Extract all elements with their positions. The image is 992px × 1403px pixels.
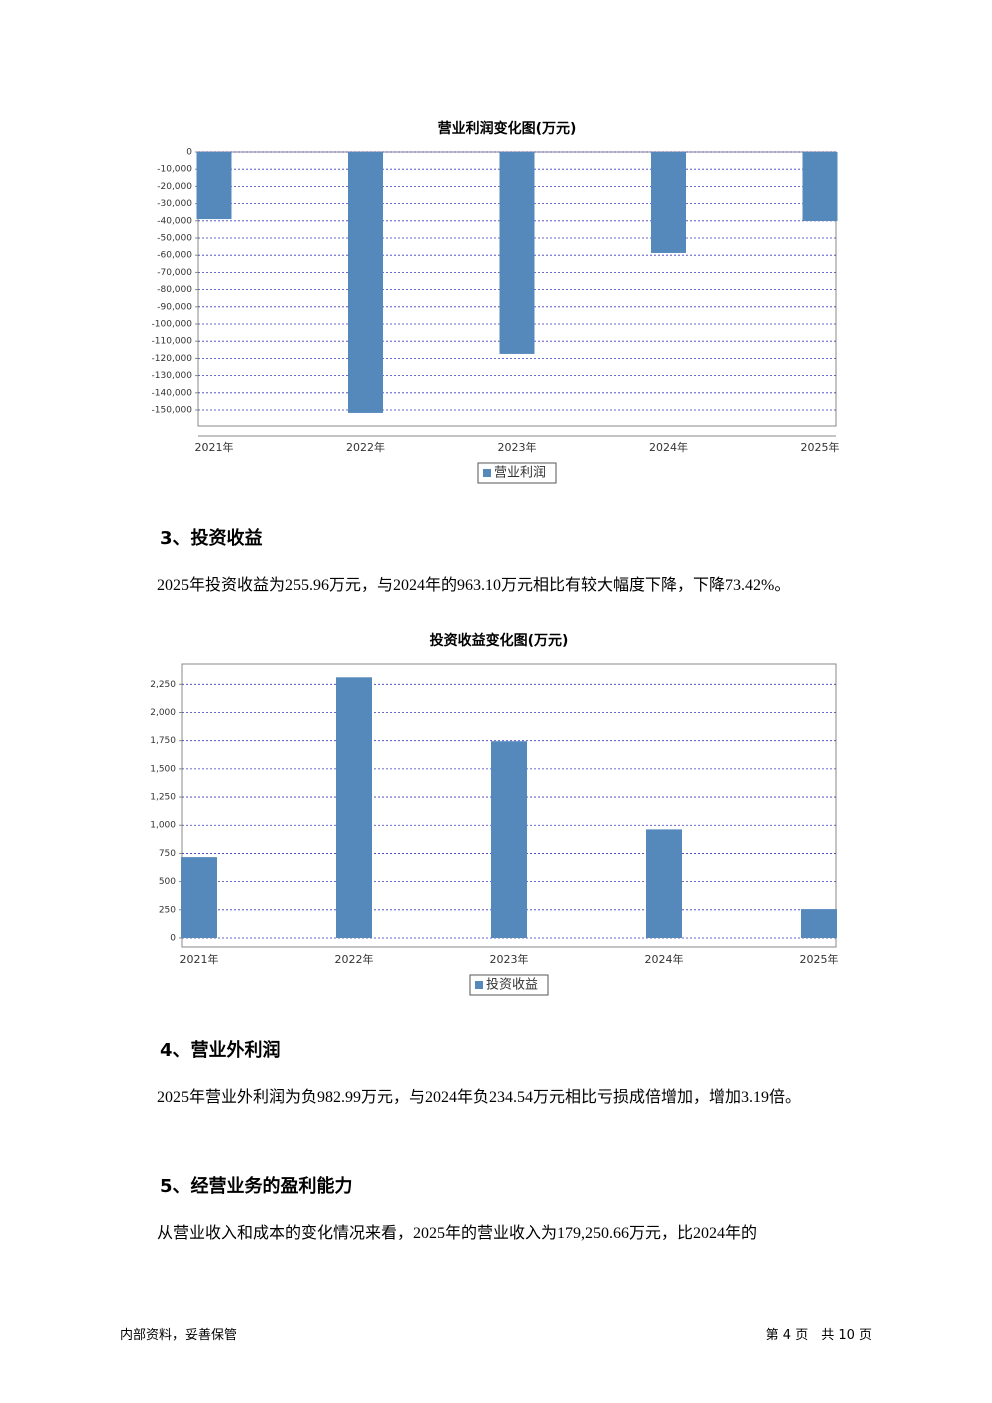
- footer-right: 第 4 页 共 10 页: [765, 1328, 872, 1343]
- x-tick-label: 2021年: [195, 440, 234, 454]
- x-tick-label: 2022年: [335, 952, 374, 966]
- y-tick-label: -120,000: [152, 354, 193, 364]
- y-tick-label: -130,000: [152, 371, 193, 381]
- y-tick-label: 250: [159, 905, 176, 915]
- y-tick-label: -60,000: [157, 251, 192, 261]
- bar: [181, 857, 217, 938]
- y-tick-label: -110,000: [152, 337, 193, 347]
- x-tick-label: 2025年: [801, 440, 840, 454]
- y-tick-label: -140,000: [152, 388, 193, 398]
- y-tick-label: -70,000: [157, 268, 192, 278]
- heading: 5、经营业务的盈利能力: [160, 1176, 353, 1197]
- y-tick-label: 1,250: [150, 793, 176, 803]
- y-tick-label: -40,000: [157, 216, 192, 226]
- paragraph: 2025年营业外利润为负982.99万元，与2024年负234.54万元相比亏损…: [157, 1089, 802, 1106]
- bar: [196, 152, 232, 220]
- charts: 营业利润变化图(万元) 0 -10,000 -20,000 -30,000 -40,000…: [150, 120, 840, 996]
- y-tick-label: -30,000: [157, 199, 192, 209]
- legend-box: [477, 462, 557, 484]
- y-tick-label: -100,000: [152, 320, 193, 330]
- x-tick-label: 2024年: [645, 952, 684, 966]
- bar: [336, 677, 372, 938]
- paragraph: 从营业收入和成本的变化情况来看，2025年的营业收入为179,250.66万元，…: [157, 1225, 758, 1242]
- y-tick-label: 1,000: [150, 821, 176, 831]
- footer-left: 内部资料，妥善保管: [120, 1328, 238, 1343]
- paragraph: 2025年投资收益为255.96万元，与2024年的963.10万元相比有较大幅…: [157, 577, 791, 594]
- bar: [802, 152, 838, 221]
- y-tick-label: 750: [159, 849, 176, 859]
- y-tick-label: -50,000: [157, 234, 192, 244]
- chart-title: 营业利润变化图(万元): [438, 120, 577, 137]
- y-tick-label: -20,000: [157, 182, 192, 192]
- bar: [348, 152, 383, 413]
- bar: [491, 741, 527, 938]
- y-tick-label: -10,000: [157, 165, 192, 175]
- legend-swatch: [475, 981, 483, 989]
- x-tick-label: 2023年: [490, 952, 529, 966]
- y-tick-label: -90,000: [157, 302, 192, 312]
- y-tick-label: 0: [186, 148, 192, 158]
- y-tick-label: 2,250: [150, 680, 176, 690]
- legend-label: 投资收益: [486, 977, 538, 993]
- heading: 4、营业外利润: [160, 1040, 281, 1061]
- bar: [801, 909, 837, 938]
- bar: [651, 152, 686, 253]
- x-tick-label: 2025年: [800, 952, 839, 966]
- y-tick-label: -150,000: [152, 406, 193, 416]
- y-tick-label: 1,750: [150, 736, 176, 746]
- y-tick-label: 1,500: [150, 764, 176, 774]
- bar: [499, 152, 535, 354]
- legend-label: 营业利润: [494, 466, 546, 481]
- y-tick-label: -80,000: [157, 285, 192, 295]
- x-tick-label: 2023年: [498, 440, 537, 454]
- x-tick-label: 2021年: [180, 952, 219, 966]
- chart-title: 投资收益变化图(万元): [430, 632, 569, 649]
- legend-box: [469, 974, 549, 996]
- x-tick-label: 2024年: [649, 440, 688, 454]
- y-tick-label: 2,000: [150, 708, 176, 718]
- x-tick-label: 2022年: [346, 440, 385, 454]
- bar: [646, 829, 682, 938]
- legend-swatch: [483, 469, 491, 477]
- y-tick-label: 0: [170, 933, 176, 943]
- y-tick-label: 500: [159, 877, 176, 887]
- heading: 3、投资收益: [160, 528, 263, 549]
